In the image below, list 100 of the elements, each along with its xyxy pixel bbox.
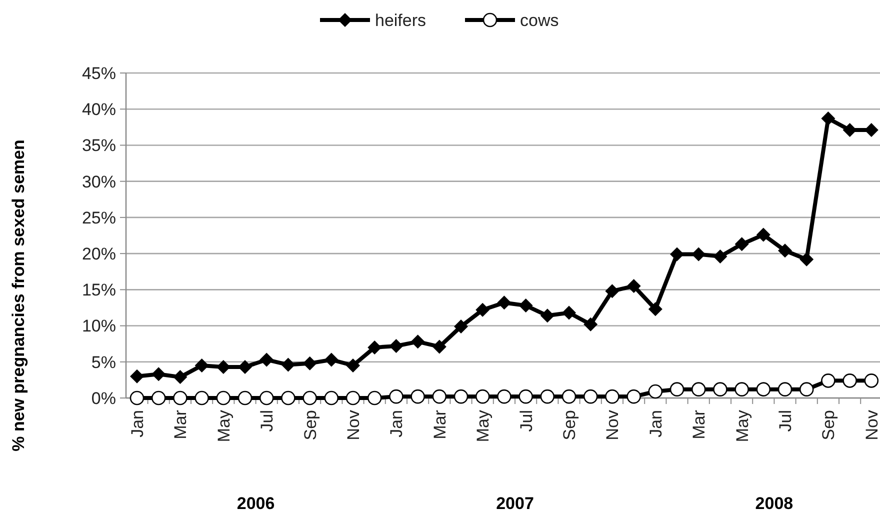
text: 2007 (496, 494, 534, 513)
point (842, 374, 857, 388)
x-tick-label: Jan (387, 410, 406, 438)
legend-label: heifers (375, 10, 426, 30)
point (173, 390, 188, 406)
point (670, 247, 684, 262)
point (454, 320, 468, 334)
point (648, 302, 662, 316)
y-tick-label: 10% (82, 316, 116, 336)
point (713, 382, 728, 396)
point (540, 308, 554, 323)
point (302, 356, 317, 370)
x-tick-label: Sep (560, 410, 579, 440)
point (259, 390, 274, 406)
x-tick-label: Mar (690, 410, 709, 440)
point (389, 339, 404, 353)
point (821, 374, 836, 388)
point (410, 389, 425, 404)
text: 2006 (236, 494, 275, 513)
point (605, 389, 620, 404)
point (584, 317, 598, 332)
point (194, 390, 209, 406)
point (151, 390, 166, 406)
y-tick-label: 0% (91, 388, 116, 408)
point (238, 390, 252, 406)
point (692, 247, 706, 262)
x-tick-label: May (214, 410, 234, 442)
x-tick-label: Nov (862, 410, 880, 440)
y-tick-label: 35% (82, 136, 116, 156)
point (778, 382, 792, 396)
point (756, 228, 770, 242)
point (130, 369, 144, 384)
x-tick-label: Sep (819, 410, 838, 440)
point (821, 112, 836, 126)
point (367, 390, 382, 406)
x-tick-label: Nov (603, 410, 622, 440)
point (648, 384, 663, 399)
point (346, 390, 360, 406)
point (626, 279, 641, 294)
x-tick-label: May (732, 410, 752, 442)
point (194, 358, 209, 372)
y-tick-label: 20% (82, 244, 116, 264)
point (713, 249, 728, 264)
y-tick-label: 30% (82, 172, 116, 192)
x-tick-label: Jan (128, 410, 147, 438)
point (497, 389, 512, 404)
point (454, 389, 468, 404)
point (497, 296, 512, 310)
point (778, 244, 792, 258)
x-tick-label: May (474, 410, 493, 442)
x-tick-label: Jul (776, 410, 795, 432)
point (238, 360, 252, 374)
point (670, 382, 684, 396)
point (432, 340, 446, 354)
point (734, 382, 749, 396)
x-tick-label: Mar (171, 410, 190, 440)
point (324, 390, 339, 406)
x-tick-label: Mar (430, 410, 450, 440)
point (734, 237, 749, 252)
point (756, 382, 771, 396)
y-tick-label: 25% (82, 208, 116, 228)
point (799, 382, 814, 396)
y-axis-title: % new pregnancies from sexed semen (9, 140, 28, 452)
point (173, 370, 188, 384)
point (281, 390, 296, 406)
point (324, 352, 338, 367)
point (476, 302, 490, 317)
point (410, 334, 425, 349)
text: 2008 (755, 494, 794, 513)
y-tick-label: 40% (82, 100, 116, 120)
x-tick-label: Jul (516, 410, 536, 432)
x-tick-label: Nov (344, 410, 363, 440)
point (605, 284, 620, 298)
point (152, 367, 166, 382)
point (800, 252, 814, 266)
point (302, 390, 317, 406)
point (562, 306, 576, 320)
legend-label: cows (520, 10, 559, 30)
point (260, 352, 274, 367)
point (540, 389, 555, 404)
point (216, 390, 231, 406)
y-tick-label: 15% (82, 280, 116, 300)
point (475, 389, 490, 404)
point (432, 389, 447, 404)
point (518, 389, 533, 404)
point (583, 389, 598, 404)
x-tick-label: Sep (300, 410, 320, 440)
y-tick-label: 45% (82, 64, 116, 83)
point (562, 389, 576, 404)
point (216, 360, 230, 374)
point (842, 123, 857, 138)
point (346, 358, 360, 372)
point (389, 389, 404, 404)
point (626, 389, 641, 404)
point (368, 340, 382, 354)
x-tick-label: Jan (646, 410, 666, 438)
point (864, 374, 879, 388)
point (518, 298, 533, 313)
point (691, 382, 706, 396)
point (281, 358, 296, 372)
